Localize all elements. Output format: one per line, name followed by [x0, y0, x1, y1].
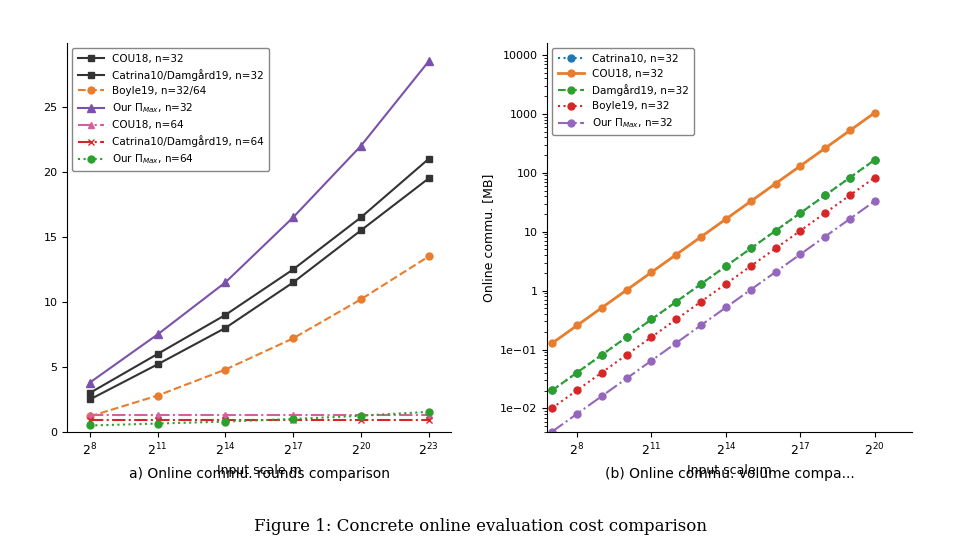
- Our $\Pi_{Max}$, n=32: [820, 233, 831, 240]
- Catrina10, n=32: [869, 157, 880, 163]
- Our $\Pi_{Max}$, n=32: [795, 251, 806, 258]
- Our $\Pi_{Max}$, n=32: [844, 215, 855, 222]
- Boyle19, n=32: [820, 210, 831, 216]
- Line: Our $\Pi_{Max}$, n=32: Our $\Pi_{Max}$, n=32: [549, 198, 878, 435]
- Damgård19, n=32: [646, 316, 658, 323]
- Boyle19, n=32: [646, 334, 658, 340]
- Damgård19, n=32: [720, 263, 732, 269]
- Damgård19, n=32: [621, 334, 633, 340]
- Our $\Pi_{Max}$, n=32: [596, 393, 608, 400]
- Text: (b) Online commu. volume compa...: (b) Online commu. volume compa...: [605, 467, 854, 481]
- Our $\Pi_{Max}$, n=32: [571, 410, 583, 417]
- Our $\Pi_{Max}$, n=32: [646, 357, 658, 364]
- Boyle19, n=32: [546, 405, 558, 411]
- X-axis label: Input scale m: Input scale m: [217, 464, 301, 477]
- Catrina10, n=32: [820, 192, 831, 199]
- Catrina10, n=32: [621, 334, 633, 340]
- Boyle19, n=32: [720, 281, 732, 287]
- Catrina10, n=32: [745, 245, 756, 252]
- Our $\Pi_{Max}$, n=32: [621, 375, 633, 382]
- Our $\Pi_{Max}$, n=32: [546, 428, 558, 435]
- COU18, n=32: [844, 127, 855, 134]
- Damgård19, n=32: [869, 157, 880, 163]
- Our $\Pi_{Max}$, n=32: [745, 287, 756, 293]
- COU18, n=32: [720, 216, 732, 222]
- Damgård19, n=32: [795, 210, 806, 217]
- Catrina10, n=32: [670, 299, 682, 305]
- Our $\Pi_{Max}$, n=32: [695, 322, 707, 328]
- Boyle19, n=32: [695, 299, 707, 305]
- Damgård19, n=32: [770, 227, 781, 234]
- COU18, n=32: [621, 287, 633, 293]
- COU18, n=32: [869, 110, 880, 116]
- Damgård19, n=32: [820, 192, 831, 199]
- Boyle19, n=32: [571, 387, 583, 394]
- Catrina10, n=32: [720, 263, 732, 269]
- Our $\Pi_{Max}$, n=32: [770, 269, 781, 275]
- Boyle19, n=32: [869, 174, 880, 181]
- Catrina10, n=32: [571, 369, 583, 376]
- Boyle19, n=32: [770, 245, 781, 252]
- Damgård19, n=32: [844, 174, 855, 181]
- Catrina10, n=32: [795, 210, 806, 217]
- Catrina10, n=32: [596, 352, 608, 358]
- COU18, n=32: [745, 198, 756, 205]
- Line: COU18, n=32: COU18, n=32: [549, 109, 878, 347]
- Boyle19, n=32: [745, 263, 756, 269]
- Line: Damgård19, n=32: Damgård19, n=32: [549, 157, 878, 394]
- COU18, n=32: [546, 340, 558, 347]
- Our $\Pi_{Max}$, n=32: [869, 198, 880, 204]
- Line: Catrina10, n=32: Catrina10, n=32: [549, 157, 878, 394]
- Catrina10, n=32: [695, 281, 707, 287]
- COU18, n=32: [795, 163, 806, 169]
- Our $\Pi_{Max}$, n=32: [720, 304, 732, 310]
- COU18, n=32: [770, 180, 781, 187]
- Boyle19, n=32: [621, 352, 633, 358]
- COU18, n=32: [571, 322, 583, 329]
- Boyle19, n=32: [596, 369, 608, 376]
- Damgård19, n=32: [546, 387, 558, 394]
- Boyle19, n=32: [670, 316, 682, 322]
- Damgård19, n=32: [670, 299, 682, 305]
- COU18, n=32: [695, 234, 707, 240]
- Damgård19, n=32: [571, 369, 583, 376]
- Damgård19, n=32: [745, 245, 756, 252]
- Catrina10, n=32: [546, 387, 558, 394]
- Legend: Catrina10, n=32, COU18, n=32, Damgård19, n=32, Boyle19, n=32, Our $\Pi_{Max}$, n: Catrina10, n=32, COU18, n=32, Damgård19,…: [552, 49, 694, 136]
- Text: Figure 1: Concrete online evaluation cost comparison: Figure 1: Concrete online evaluation cos…: [253, 518, 707, 535]
- COU18, n=32: [820, 145, 831, 151]
- Text: a) Online commu. rounds comparison: a) Online commu. rounds comparison: [129, 467, 390, 481]
- Catrina10, n=32: [844, 174, 855, 181]
- Boyle19, n=32: [795, 227, 806, 234]
- X-axis label: Input scale m: Input scale m: [687, 464, 772, 477]
- Legend: COU18, n=32, Catrina10/Damgård19, n=32, Boyle19, n=32/64, Our $\Pi_{Max}$, n=32,: COU18, n=32, Catrina10/Damgård19, n=32, …: [72, 49, 269, 172]
- Boyle19, n=32: [844, 192, 855, 199]
- Our $\Pi_{Max}$, n=32: [670, 340, 682, 346]
- Catrina10, n=32: [646, 316, 658, 323]
- Damgård19, n=32: [695, 281, 707, 287]
- Y-axis label: Online commu. [MB]: Online commu. [MB]: [482, 173, 494, 302]
- COU18, n=32: [596, 305, 608, 311]
- Catrina10, n=32: [770, 227, 781, 234]
- COU18, n=32: [646, 269, 658, 275]
- Line: Boyle19, n=32: Boyle19, n=32: [549, 174, 878, 411]
- COU18, n=32: [670, 251, 682, 258]
- Damgård19, n=32: [596, 352, 608, 358]
